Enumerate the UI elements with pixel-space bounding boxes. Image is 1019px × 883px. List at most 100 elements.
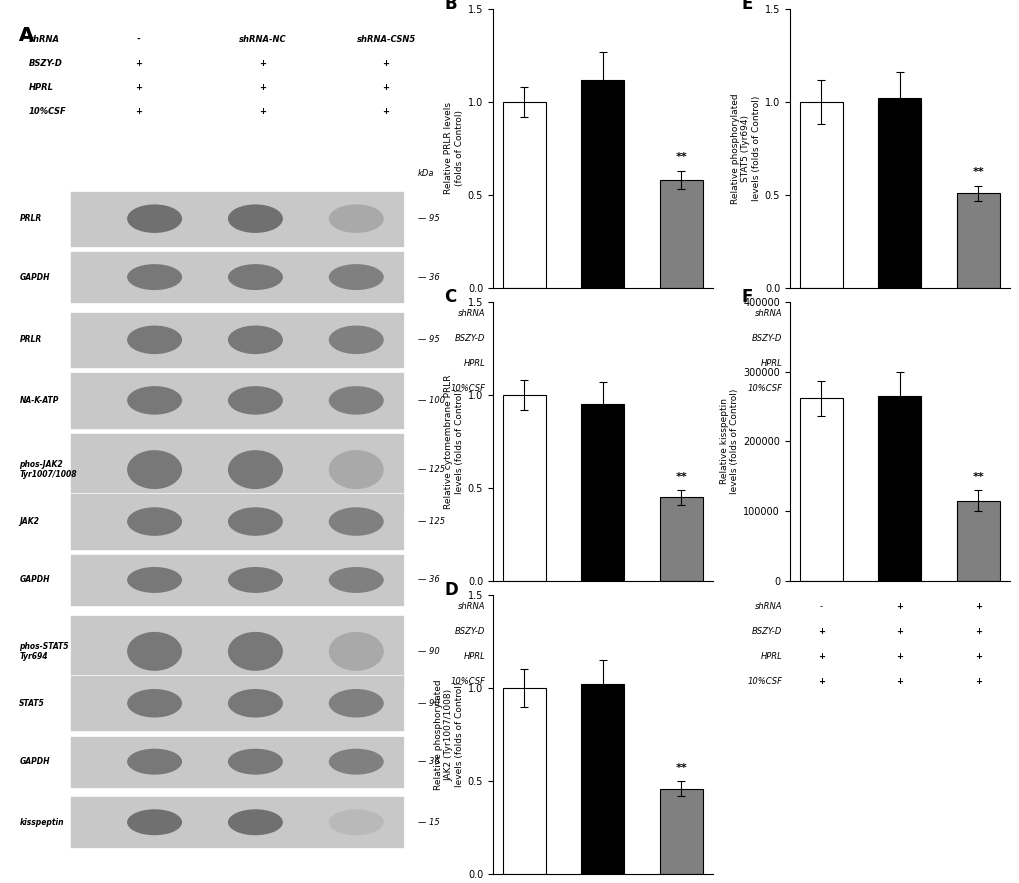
Y-axis label: Relative PRLR levels
(folds of Control): Relative PRLR levels (folds of Control) [444,102,464,194]
Text: shRNA: shRNA [29,34,59,44]
Text: +: + [896,308,903,318]
Text: -: - [137,34,141,44]
Bar [956,193,999,288]
Text: NA-K-ATP: NA-K-ATP [19,396,59,405]
Bar [659,789,702,874]
Text: +: + [974,627,980,636]
Ellipse shape [127,386,182,415]
Bar [69,615,404,688]
Text: +: + [896,601,903,611]
Text: **: ** [971,472,983,482]
Text: +: + [382,59,389,68]
Text: -: - [523,601,526,611]
Text: BSZY-D: BSZY-D [751,627,782,636]
Text: +: + [599,308,606,318]
Ellipse shape [227,204,282,233]
Text: +: + [896,358,903,368]
Text: — 90: — 90 [418,647,439,656]
Text: BSZY-D: BSZY-D [454,627,485,636]
Text: 10%CSF: 10%CSF [449,384,485,393]
Text: **: ** [675,763,687,773]
Bar [877,98,920,288]
Text: +: + [599,384,606,393]
Bar [69,312,404,368]
Text: +: + [678,677,684,686]
Bar [69,191,404,246]
Text: +: + [259,59,266,68]
Text: +: + [896,652,903,661]
Bar [69,251,404,303]
Bar [69,433,404,507]
Text: HPRL: HPRL [463,358,485,368]
Text: HPRL: HPRL [760,358,782,368]
Text: BSZY-D: BSZY-D [751,334,782,343]
Bar [956,501,999,581]
Text: GAPDH: GAPDH [19,576,50,585]
Ellipse shape [127,809,182,835]
Text: phos-STAT5
Tyr694: phos-STAT5 Tyr694 [19,642,69,661]
Text: +: + [974,677,980,686]
Text: +: + [135,108,142,117]
Ellipse shape [127,689,182,718]
Ellipse shape [328,689,383,718]
Text: BSZY-D: BSZY-D [454,334,485,343]
Text: — 90: — 90 [418,698,439,708]
Text: 10%CSF: 10%CSF [747,384,782,393]
Text: HPRL: HPRL [463,652,485,661]
Text: — 36: — 36 [418,758,439,766]
Bar [502,102,545,288]
Text: **: ** [971,167,983,177]
Text: +: + [599,601,606,611]
Ellipse shape [227,386,282,415]
Text: +: + [817,627,824,636]
Text: PRLR: PRLR [19,215,42,223]
Text: A: A [19,26,35,45]
Bar [69,554,404,606]
Text: HPRL: HPRL [760,652,782,661]
Ellipse shape [328,507,383,536]
Text: +: + [678,652,684,661]
Text: +: + [896,627,903,636]
Text: +: + [896,384,903,393]
Text: +: + [259,108,266,117]
Text: — 125: — 125 [418,517,445,526]
Text: +: + [259,83,266,92]
Ellipse shape [227,749,282,774]
Text: +: + [896,334,903,343]
Ellipse shape [227,632,282,671]
Text: +: + [974,308,980,318]
Text: +: + [599,627,606,636]
Text: kDa: kDa [418,169,434,177]
Text: +: + [135,83,142,92]
Text: JAK2: JAK2 [19,517,39,526]
Text: +: + [599,358,606,368]
Text: +: + [521,627,528,636]
Text: 10%CSF: 10%CSF [747,677,782,686]
Ellipse shape [328,386,383,415]
Bar [69,675,404,731]
Text: 10%CSF: 10%CSF [449,677,485,686]
Text: — 95: — 95 [418,215,439,223]
Bar [581,684,624,874]
Text: BSZY-D: BSZY-D [29,59,62,68]
Ellipse shape [328,632,383,671]
Text: +: + [678,358,684,368]
Text: +: + [521,652,528,661]
Text: +: + [599,334,606,343]
Ellipse shape [227,809,282,835]
Bar [581,404,624,581]
Text: +: + [974,334,980,343]
Text: shRNA: shRNA [754,308,782,318]
Text: B: B [444,0,457,13]
Ellipse shape [328,567,383,593]
Text: +: + [817,334,824,343]
Text: HPRL: HPRL [29,83,53,92]
Text: +: + [896,677,903,686]
Text: +: + [678,308,684,318]
Ellipse shape [328,204,383,233]
Text: phos-JAK2
Tyr1007/1008: phos-JAK2 Tyr1007/1008 [19,460,76,479]
Ellipse shape [227,689,282,718]
Text: GAPDH: GAPDH [19,273,50,282]
Bar [799,102,842,288]
Text: +: + [521,384,528,393]
